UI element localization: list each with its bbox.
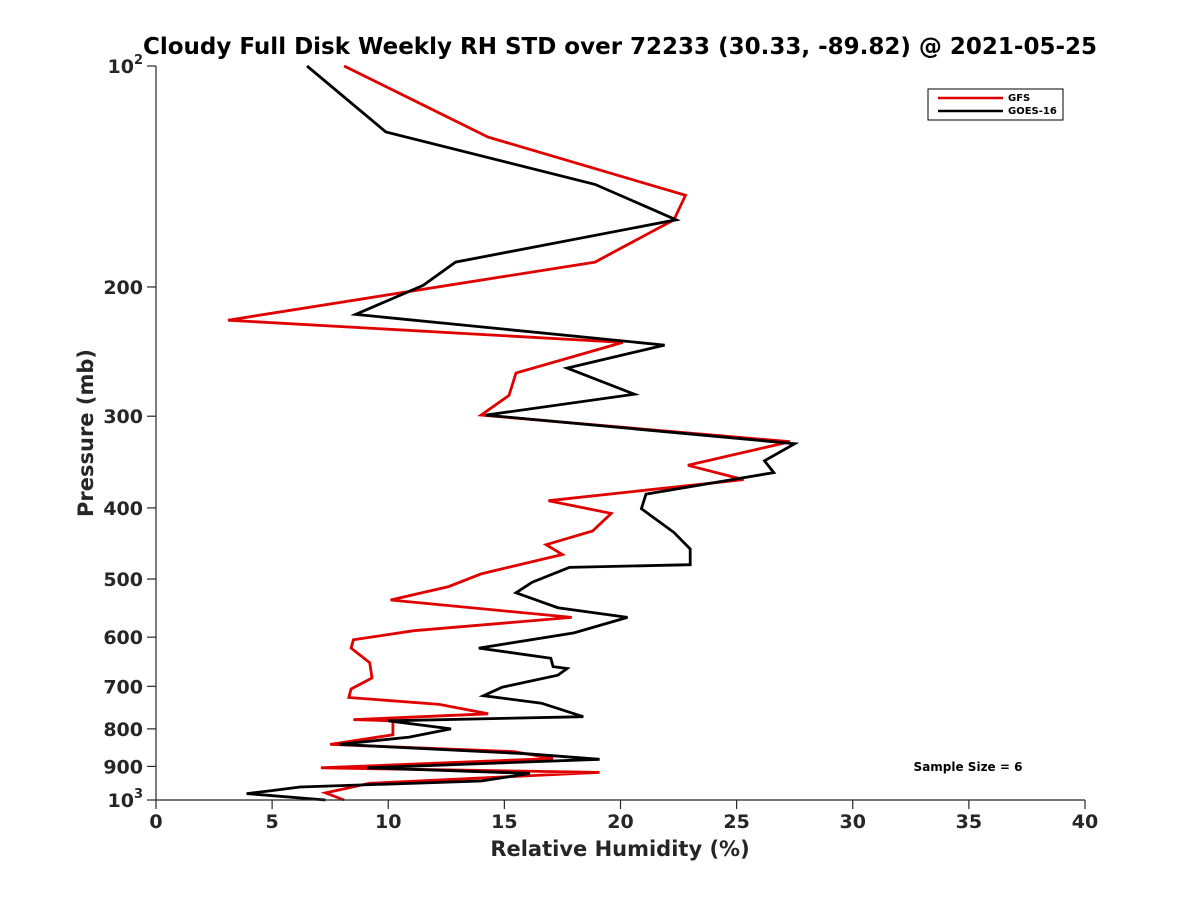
series-layer	[227, 64, 800, 802]
y-tick-label: 600	[103, 627, 143, 649]
x-tick-label: 35	[956, 811, 982, 833]
y-tick-label: 400	[103, 498, 143, 520]
legend-label-gfs: GFS	[1008, 93, 1030, 104]
y-tick-label: 102	[108, 53, 144, 78]
legend: GFS GOES-16	[927, 88, 1064, 121]
x-tick-label: 30	[840, 811, 866, 833]
series-line-goes-16	[246, 64, 800, 802]
x-tick-label: 10	[375, 811, 401, 833]
x-tick-label: 20	[607, 811, 633, 833]
plot-area	[156, 66, 1085, 800]
x-tick-label: 15	[491, 811, 517, 833]
y-ticks: 102 200 300 400 500 600 700 800 900 103	[103, 53, 156, 812]
y-tick-label: 300	[103, 406, 143, 428]
y-tick-label: 500	[103, 569, 143, 591]
x-tick-label: 0	[149, 811, 162, 833]
y-tick-label: 200	[103, 277, 143, 299]
x-tick-label: 40	[1072, 811, 1098, 833]
x-tick-label: 5	[266, 811, 279, 833]
legend-label-goes-16: GOES-16	[1008, 106, 1057, 117]
y-tick-label: 900	[103, 756, 143, 778]
y-tick-label: 700	[103, 676, 143, 698]
x-axis-label: Relative Humidity (%)	[490, 837, 749, 861]
x-ticks: 0 5 10 15 20 25 30 35 40	[149, 800, 1098, 833]
chart-title: Cloudy Full Disk Weekly RH STD over 7223…	[143, 34, 1097, 60]
y-tick-label: 103	[108, 787, 144, 812]
x-tick-label: 25	[723, 811, 749, 833]
sample-size-annotation: Sample Size = 6	[914, 760, 1023, 774]
y-axis-label: Pressure (mb)	[74, 349, 98, 517]
y-tick-label: 800	[103, 719, 143, 741]
legend-box	[927, 88, 1064, 121]
